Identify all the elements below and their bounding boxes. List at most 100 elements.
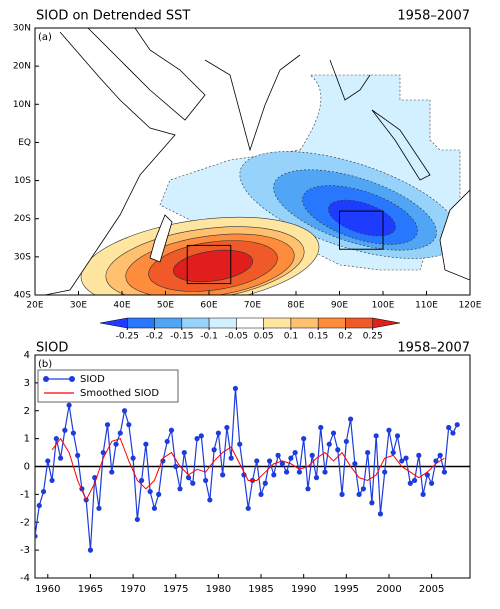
colorbar-label: 0.05 — [254, 332, 274, 342]
y-tick-label: 1 — [24, 434, 30, 445]
x-tick-label: 100E — [372, 301, 395, 311]
data-point — [262, 480, 268, 486]
colorbar-cell — [345, 317, 373, 329]
data-point — [113, 441, 119, 447]
legend-box — [37, 369, 179, 403]
colorbar-label: -0.05 — [225, 332, 248, 342]
data-point — [96, 505, 102, 511]
x-tick-label: 2005 — [419, 584, 444, 595]
data-point — [284, 469, 290, 475]
legend-marker — [69, 376, 75, 382]
data-point — [424, 472, 430, 478]
x-tick-label: 1965 — [78, 584, 103, 595]
data-point — [446, 424, 452, 431]
colorbar-cell — [99, 317, 128, 329]
x-tick-label: 60E — [200, 301, 217, 311]
data-point — [109, 469, 115, 475]
line-title: SIOD — [36, 341, 68, 356]
data-point — [382, 469, 388, 475]
data-point — [164, 438, 170, 445]
colorbar-cell — [181, 317, 210, 329]
data-point — [275, 452, 281, 458]
colorbar-cell — [154, 317, 183, 329]
data-point — [202, 477, 209, 484]
colorbar-cell — [236, 317, 264, 329]
data-point — [411, 477, 418, 484]
data-point — [352, 461, 358, 467]
x-tick-label: 40E — [113, 301, 130, 311]
data-point — [70, 430, 76, 436]
colorbar-label: 0.15 — [308, 332, 328, 342]
legend-marker — [43, 376, 49, 382]
y-tick-label: 10N — [13, 100, 31, 110]
y-tick-label: 30N — [13, 24, 31, 34]
x-tick-label: 50E — [157, 301, 174, 311]
colorbar-label: 0.2 — [338, 332, 352, 342]
colorbar-cell — [290, 317, 319, 329]
data-point — [369, 500, 375, 506]
data-point — [185, 475, 192, 481]
data-point — [271, 472, 277, 478]
map-period: 1958–2007 — [397, 9, 470, 24]
data-point — [126, 422, 132, 428]
map-title: SIOD on Detrended SST — [36, 9, 190, 24]
data-point — [279, 461, 285, 467]
y-tick-label: -1 — [20, 489, 30, 500]
y-tick-label: 2 — [24, 406, 30, 417]
data-point — [450, 430, 456, 436]
data-point — [207, 497, 213, 503]
data-point — [45, 458, 51, 464]
legend-label: Smoothed SIOD — [80, 388, 159, 399]
data-point — [309, 452, 315, 458]
y-tick-label: 40S — [14, 291, 31, 301]
line-period: 1958–2007 — [397, 341, 470, 356]
data-point — [232, 385, 239, 392]
y-tick-label: 20N — [13, 62, 31, 72]
data-point — [35, 533, 38, 539]
data-point — [305, 486, 311, 492]
data-point — [139, 477, 145, 484]
colorbar-label: -0.25 — [116, 332, 139, 342]
data-point — [156, 491, 162, 497]
legend-label: SIOD — [80, 374, 105, 385]
data-point — [177, 486, 183, 492]
y-tick-label: -4 — [20, 573, 30, 584]
data-point — [53, 436, 59, 442]
colorbar-label: -0.15 — [170, 332, 193, 342]
x-tick-label: 1990 — [291, 584, 316, 595]
panel-label: (a) — [38, 32, 52, 43]
x-tick-label: 120E — [459, 301, 482, 311]
data-point — [237, 441, 243, 447]
data-point — [454, 422, 460, 428]
y-tick-label: EQ — [18, 138, 31, 148]
data-point — [57, 455, 64, 461]
data-point — [198, 433, 204, 439]
colorbar-cell — [208, 317, 237, 329]
x-tick-label: 1970 — [120, 584, 145, 595]
y-tick-label: -2 — [20, 517, 30, 528]
series-line — [35, 388, 458, 551]
data-point — [403, 455, 409, 461]
data-point — [330, 430, 337, 436]
data-point — [211, 447, 217, 453]
data-point — [134, 516, 140, 523]
colorbar-cell — [317, 317, 346, 329]
y-tick-label: 4 — [24, 350, 30, 361]
index-box — [186, 244, 232, 285]
data-point — [335, 447, 341, 453]
data-point — [75, 452, 81, 458]
data-point — [266, 458, 273, 464]
data-point — [104, 422, 111, 428]
data-point — [228, 455, 234, 461]
y-tick-label: 0 — [24, 462, 30, 473]
data-point — [288, 455, 294, 461]
x-tick-label: 1995 — [334, 584, 359, 595]
data-point — [399, 458, 405, 464]
data-point — [326, 441, 332, 447]
data-point — [339, 491, 345, 497]
data-point — [437, 452, 443, 458]
x-tick-label: 30E — [70, 301, 87, 311]
data-point — [147, 488, 153, 495]
data-point — [151, 505, 158, 511]
